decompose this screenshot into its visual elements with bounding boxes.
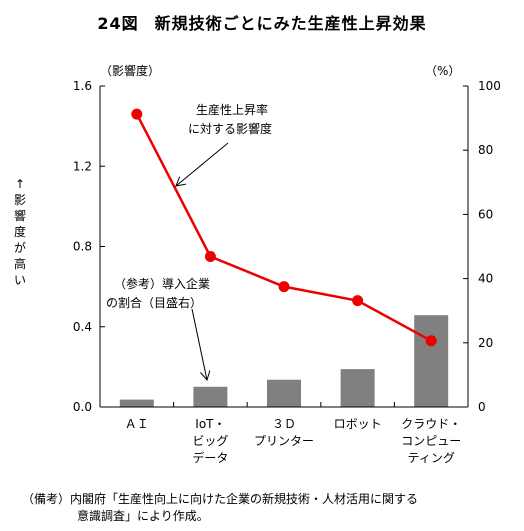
category-label: データ xyxy=(192,450,228,465)
bar xyxy=(267,379,301,407)
bar xyxy=(193,386,228,407)
title-text: 新規技術ごとにみた生産性上昇効果 xyxy=(154,14,427,33)
y-axis-label-char: 高 xyxy=(13,257,26,271)
y-axis-label-char: 影 xyxy=(13,193,26,207)
category-label: ティング xyxy=(408,451,455,465)
right-tick-label: 0 xyxy=(478,400,486,414)
figure-number: 24図 xyxy=(97,14,139,33)
y-axis-label-char: 響 xyxy=(13,209,26,223)
bar xyxy=(340,369,375,407)
left-tick-label: 1.6 xyxy=(73,79,92,93)
line-point xyxy=(278,281,290,293)
right-tick-label: 60 xyxy=(478,207,493,221)
footnote-line-2: 意識調査」により作成。 xyxy=(77,509,209,523)
annotation-bar-text: （参考）導入企業 xyxy=(114,276,210,291)
line-point xyxy=(131,108,143,120)
left-tick-label: 0.8 xyxy=(73,240,92,254)
annotation-line-text: に対する影響度 xyxy=(188,121,272,136)
right-tick-label: 80 xyxy=(478,143,493,157)
left-tick-label: 0.4 xyxy=(73,320,92,334)
left-tick-label: 1.2 xyxy=(73,159,92,173)
chart-title: 24図 新規技術ごとにみた生産性上昇効果 xyxy=(0,10,524,34)
category-label: クラウド・ xyxy=(401,417,461,431)
category-label: ＡＩ xyxy=(125,417,149,431)
category-label: コンピュー xyxy=(401,434,461,448)
y-axis-label-char: い xyxy=(13,273,26,287)
line-point xyxy=(204,251,216,263)
bar xyxy=(119,399,154,407)
annotation-bar-arrow xyxy=(191,308,207,380)
category-label: プリンター xyxy=(254,434,314,448)
right-axis-unit: （%） xyxy=(425,64,461,78)
right-tick-label: 100 xyxy=(478,79,501,93)
category-label: ３Ｄ xyxy=(272,417,296,431)
category-label: ロボット xyxy=(334,417,382,431)
category-label: ビッグ xyxy=(192,434,228,448)
line-point xyxy=(352,295,364,307)
footnote-line-1: （備考）内閣府「生産性向上に向けた企業の新規技術・人材活用に関する xyxy=(22,492,419,506)
annotation-line-arrow xyxy=(176,142,229,186)
right-tick-label: 40 xyxy=(478,272,493,286)
footnote: （備考）内閣府「生産性向上に向けた企業の新規技術・人材活用に関する 意識調査」に… xyxy=(22,491,418,525)
bar xyxy=(414,315,449,407)
right-tick-label: 20 xyxy=(478,336,493,350)
annotation-line-text: 生産性上昇率 xyxy=(196,102,268,117)
annotation-bar-text: の割合（目盛右） xyxy=(106,295,202,310)
y-axis-label: ↑ 影響度が高い xyxy=(12,176,28,288)
y-axis-label-char: が xyxy=(13,241,26,255)
y-axis-label-char: 度 xyxy=(13,225,26,239)
left-axis-unit: （影響度） xyxy=(100,64,161,78)
y-axis-label-char: ↑ xyxy=(14,177,26,191)
category-label: IoT・ xyxy=(195,417,225,431)
line-point xyxy=(425,335,437,347)
left-tick-label: 0.0 xyxy=(73,400,92,414)
